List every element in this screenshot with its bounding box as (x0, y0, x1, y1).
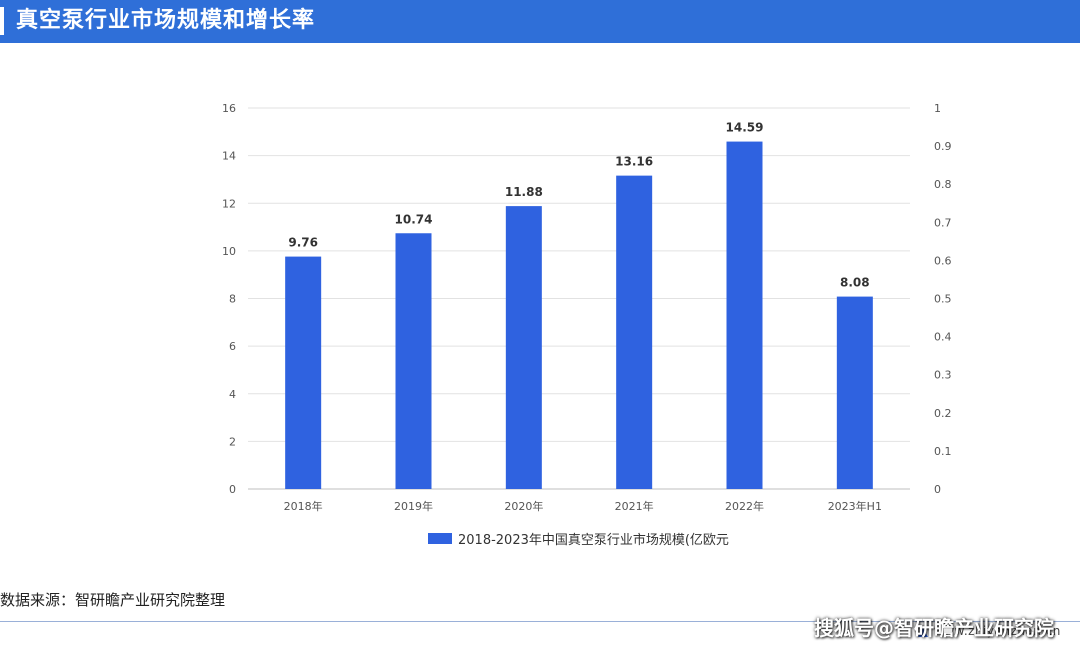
y-axis-right-tick-label: 0 (934, 483, 941, 496)
title-accent-bar (0, 7, 4, 35)
bar (726, 141, 763, 489)
site-logo-icon (918, 628, 928, 637)
y-axis-right-tick-label: 0.6 (934, 254, 952, 267)
bar (505, 206, 542, 490)
bar-value-label: 13.16 (615, 155, 653, 169)
x-axis-tick-label: 2023年H1 (828, 499, 882, 513)
bar-value-label: 9.76 (288, 236, 318, 250)
x-axis-tick-label: 2021年 (615, 499, 654, 513)
y-axis-left-tick-label: 8 (229, 293, 236, 306)
legend-label: 2018-2023年中国真空泵行业市场规模(亿欧元 (458, 532, 729, 548)
y-axis-left-tick-label: 4 (229, 388, 236, 401)
x-axis-tick-label: 2019年 (394, 499, 433, 513)
brand-watermark: 搜狐号@智研瞻产业研究院 (814, 616, 1054, 640)
bar-value-label: 10.74 (395, 212, 433, 226)
x-axis-tick-label: 2018年 (284, 499, 323, 513)
bar (616, 175, 653, 489)
y-axis-left-tick-label: 12 (222, 197, 236, 210)
y-axis-left-tick-label: 2 (229, 435, 236, 448)
y-axis-right-tick-label: 1 (934, 102, 941, 115)
bar-value-label: 14.59 (726, 121, 764, 135)
title-bar: 真空泵行业市场规模和增长率 (0, 0, 1080, 43)
page-title: 真空泵行业市场规模和增长率 (16, 7, 316, 33)
bar-value-label: 11.88 (505, 185, 543, 199)
legend-swatch (428, 533, 452, 544)
y-axis-left-tick-label: 10 (222, 245, 236, 258)
y-axis-right-tick-label: 0.5 (934, 293, 952, 306)
bar (285, 256, 322, 489)
bar-chart: 0 2 4 6 8 10 12 14 16 0 0.1 0.2 0.3 0.4 0.5 0.6 0.7 0.8 0.… (222, 102, 952, 548)
y-axis-right-tick-label: 0.1 (934, 445, 952, 458)
bar (836, 296, 873, 489)
y-axis-left-tick-label: 16 (222, 102, 236, 115)
y-axis-left-tick-label: 6 (229, 340, 236, 353)
y-axis-left-tick-label: 0 (229, 483, 236, 496)
y-axis-left-tick-label: 14 (222, 150, 236, 163)
bar (395, 233, 432, 489)
y-axis-right-tick-label: 0.7 (934, 216, 952, 229)
y-axis-right-tick-label: 0.8 (934, 178, 952, 191)
y-axis-right-tick-label: 0.9 (934, 140, 952, 153)
site-url: www.zhiyanzhan.cn (934, 624, 1061, 638)
footer-divider (0, 621, 1080, 622)
data-source-note: 数据来源：智研瞻产业研究院整理 (0, 591, 226, 609)
y-axis-right-tick-label: 0.3 (934, 369, 952, 382)
bar-value-label: 8.08 (840, 276, 870, 290)
y-axis-right-tick-label: 0.4 (934, 331, 952, 344)
y-axis-right-tick-label: 0.2 (934, 407, 952, 420)
x-axis-tick-label: 2020年 (504, 499, 543, 513)
x-axis-tick-label: 2022年 (725, 499, 764, 513)
